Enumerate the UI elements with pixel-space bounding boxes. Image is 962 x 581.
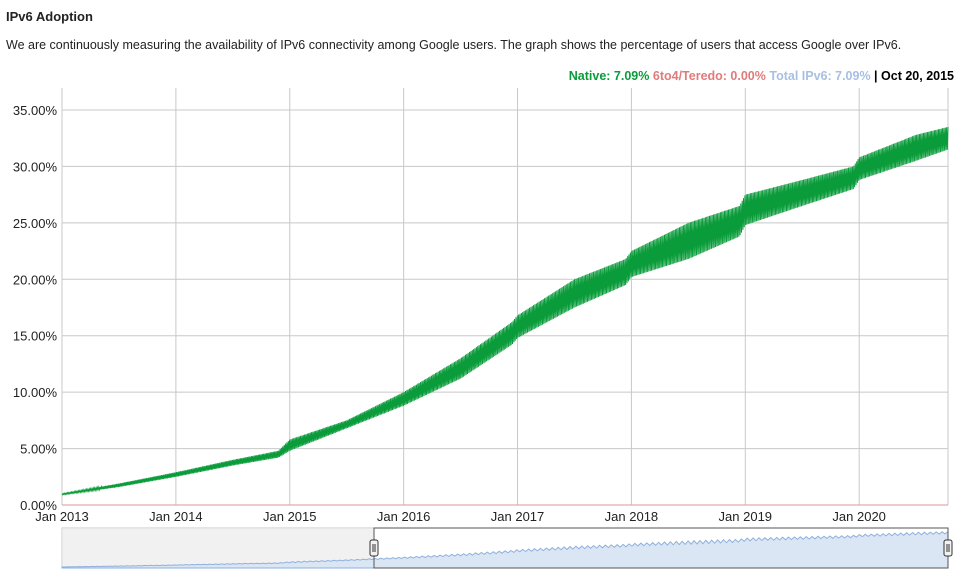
- x-tick-label: Jan 2019: [719, 509, 773, 524]
- chart-grid: [61, 88, 949, 506]
- legend-teredo: 6to4/Teredo: 0.00%: [652, 69, 766, 83]
- range-handle-left[interactable]: [369, 539, 379, 557]
- y-tick-label: 20.00%: [13, 272, 58, 287]
- legend-date: Oct 20, 2015: [881, 69, 954, 83]
- legend-total: Total IPv6: 7.09%: [769, 69, 871, 83]
- y-tick-label: 30.00%: [13, 159, 58, 174]
- range-handle-right[interactable]: [943, 539, 953, 557]
- y-tick-label: 0.00%: [20, 498, 57, 513]
- chart-legend: Native: 7.09% 6to4/Teredo: 0.00% Total I…: [569, 69, 954, 83]
- y-tick-label: 15.00%: [13, 329, 58, 344]
- page-title: IPv6 Adoption: [6, 9, 93, 24]
- page-description: We are continuously measuring the availa…: [6, 38, 902, 52]
- series-native-line: [61, 126, 949, 496]
- legend-separator: |: [870, 69, 882, 83]
- legend-native: Native: 7.09%: [568, 69, 650, 83]
- y-tick-label: 10.00%: [13, 385, 58, 400]
- x-tick-label: Jan 2013: [35, 509, 89, 524]
- x-tick-label: Jan 2017: [491, 509, 545, 524]
- y-tick-label: 25.00%: [13, 216, 58, 231]
- chart-series: [61, 126, 949, 506]
- x-axis-ticks: Jan 2013 Jan 2014 Jan 2015 Jan 2016 Jan …: [35, 509, 886, 524]
- x-tick-label: Jan 2016: [377, 509, 431, 524]
- range-selector-overview-line: [61, 530, 949, 569]
- x-tick-label: Jan 2018: [605, 509, 659, 524]
- y-tick-label: 35.00%: [13, 103, 58, 118]
- x-tick-label: Jan 2020: [832, 509, 886, 524]
- x-tick-label: Jan 2015: [263, 509, 317, 524]
- y-tick-label: 5.00%: [20, 442, 57, 457]
- y-axis-ticks: 0.00% 5.00% 10.00% 15.00% 20.00% 25.00% …: [13, 103, 58, 513]
- range-selector[interactable]: [61, 527, 953, 569]
- x-tick-label: Jan 2014: [149, 509, 203, 524]
